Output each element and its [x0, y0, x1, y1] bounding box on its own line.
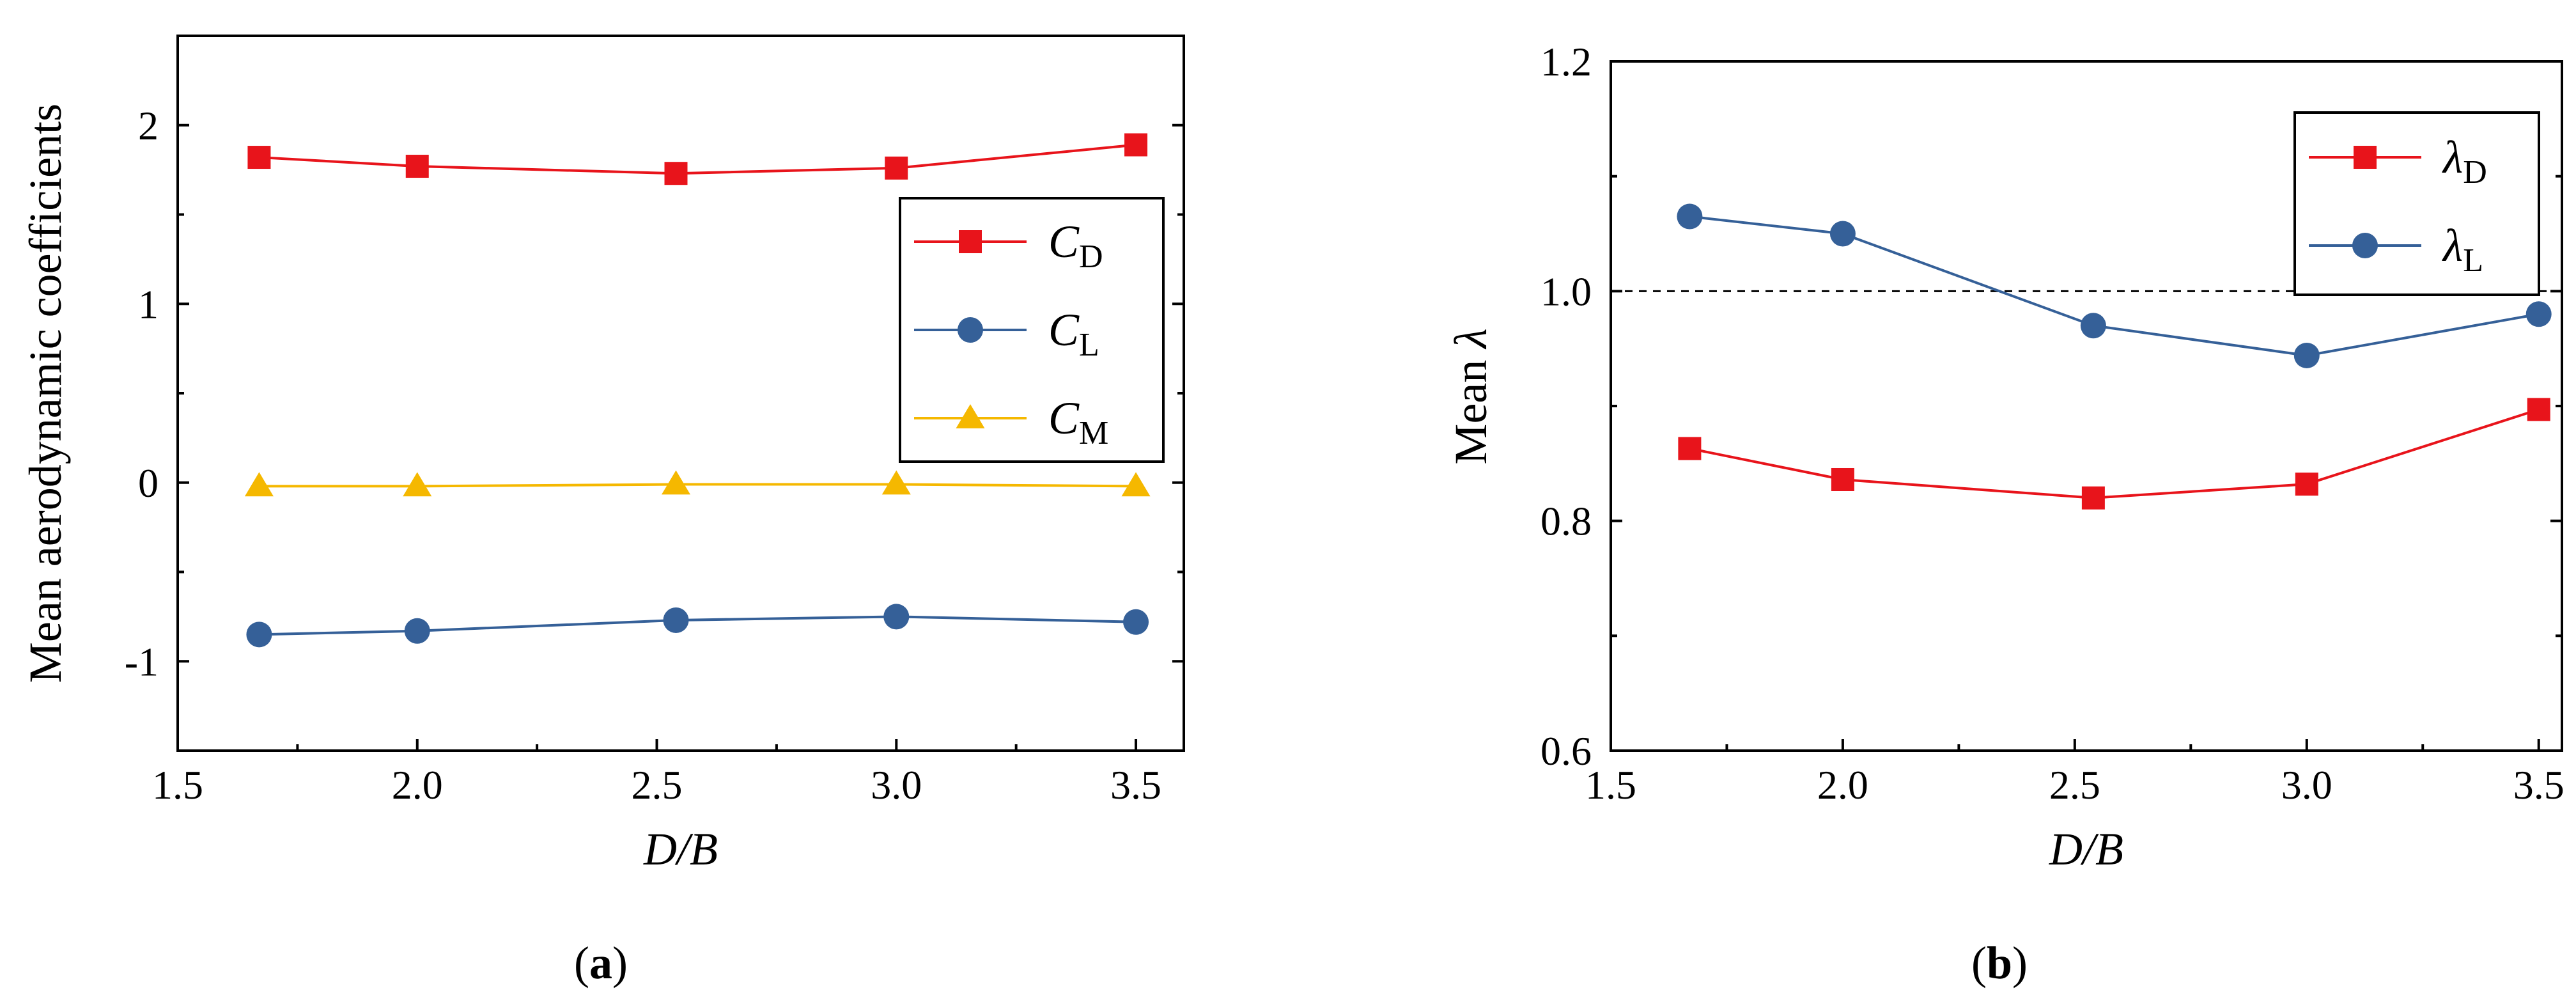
- data-point-D: [1831, 467, 1854, 491]
- legend-marker-D: [2354, 146, 2377, 169]
- panel-a-axes: 1.5 2.0 2.5 3.0 3.5 -1 0 1 2: [125, 103, 1184, 808]
- data-point-L: [246, 622, 272, 648]
- legend-label-L: λL: [2442, 220, 2483, 279]
- legend-box: [2293, 111, 2540, 296]
- y-tick-label: 2: [138, 103, 159, 148]
- data-point-D: [1678, 437, 1702, 460]
- x-tick-label: 3.5: [1110, 762, 1161, 808]
- data-point-D: [2527, 398, 2550, 421]
- data-point-M: [662, 470, 691, 495]
- data-point-D: [885, 156, 908, 180]
- legend-label-D: CD: [1048, 216, 1103, 275]
- data-point-D: [405, 155, 429, 178]
- legend-marker-M: [956, 404, 985, 428]
- panel-a-x-axis-label: D/B: [643, 824, 718, 875]
- data-point-D: [664, 162, 688, 185]
- panel-a-legend: CD CL CM: [899, 197, 1165, 463]
- data-point-D: [1124, 133, 1148, 157]
- y-tick-label: -1: [125, 639, 159, 684]
- x-tick-label: 3.5: [2513, 762, 2564, 808]
- data-point-M: [881, 470, 911, 495]
- series-line-M: [259, 483, 1137, 488]
- data-point-L: [2293, 342, 2320, 368]
- panel-b-x-axis-label: D/B: [2049, 824, 2123, 875]
- legend-label-D: λD: [2442, 132, 2487, 191]
- data-point-M: [403, 472, 432, 497]
- legend-marker-L: [958, 317, 983, 343]
- legend-label-L: CL: [1048, 304, 1099, 363]
- panel-b-legend: λD λL: [2293, 111, 2540, 296]
- y-tick-label: 0.8: [1540, 499, 1592, 544]
- data-point-L: [883, 604, 910, 630]
- panel-a-chart: 1.5 2.0 2.5 3.0 3.5 -1 0 1 2 CD CL CM Mean aerodyn…: [20, 35, 1185, 989]
- data-point-L: [1123, 609, 1149, 635]
- data-point-D: [247, 146, 271, 169]
- panel-b-plot-frame: [1610, 60, 2563, 752]
- panel-a-series: [244, 133, 1151, 648]
- series-line-D: [1689, 408, 2540, 499]
- panel-a-caption: (a): [574, 937, 628, 989]
- data-point-L: [1677, 203, 1703, 230]
- data-point-M: [1121, 472, 1151, 497]
- data-point-L: [2080, 313, 2106, 339]
- series-line-L: [259, 615, 1137, 636]
- legend-marker-L: [2352, 233, 2378, 258]
- x-tick-label: 2.5: [2049, 762, 2100, 808]
- panel-a-plot-frame: [176, 35, 1185, 752]
- data-point-L: [1829, 221, 1856, 247]
- x-tick-label: 2.5: [632, 762, 683, 808]
- y-tick-label: 0.6: [1540, 728, 1592, 774]
- y-tick-label: 0: [138, 460, 159, 506]
- y-tick-label: 1.2: [1540, 39, 1592, 84]
- x-tick-label: 2.0: [1817, 762, 1868, 808]
- panel-b-caption: (b): [1971, 937, 2028, 989]
- data-point-L: [2526, 301, 2552, 327]
- x-tick-label: 2.0: [392, 762, 443, 808]
- panel-b-series: [1677, 203, 2552, 510]
- y-tick-label: 1.0: [1540, 269, 1592, 314]
- legend-label-M: CM: [1048, 393, 1108, 451]
- series-line-D: [259, 143, 1137, 175]
- x-tick-label: 3.0: [871, 762, 922, 808]
- legend-marker-D: [959, 230, 982, 253]
- data-point-D: [2081, 486, 2105, 510]
- panel-a-y-axis-label: Mean aerodynamic coefficients: [20, 104, 71, 683]
- x-tick-label: 1.5: [152, 762, 203, 808]
- x-tick-label: 3.0: [2281, 762, 2332, 808]
- data-point-L: [404, 618, 430, 644]
- panel-b-y-axis-label: Mean λ: [1445, 328, 1496, 464]
- data-point-L: [663, 607, 689, 633]
- data-point-D: [2295, 473, 2318, 496]
- y-tick-label: 1: [138, 281, 159, 327]
- data-point-M: [244, 472, 274, 497]
- x-tick-label: 1.5: [1585, 762, 1636, 808]
